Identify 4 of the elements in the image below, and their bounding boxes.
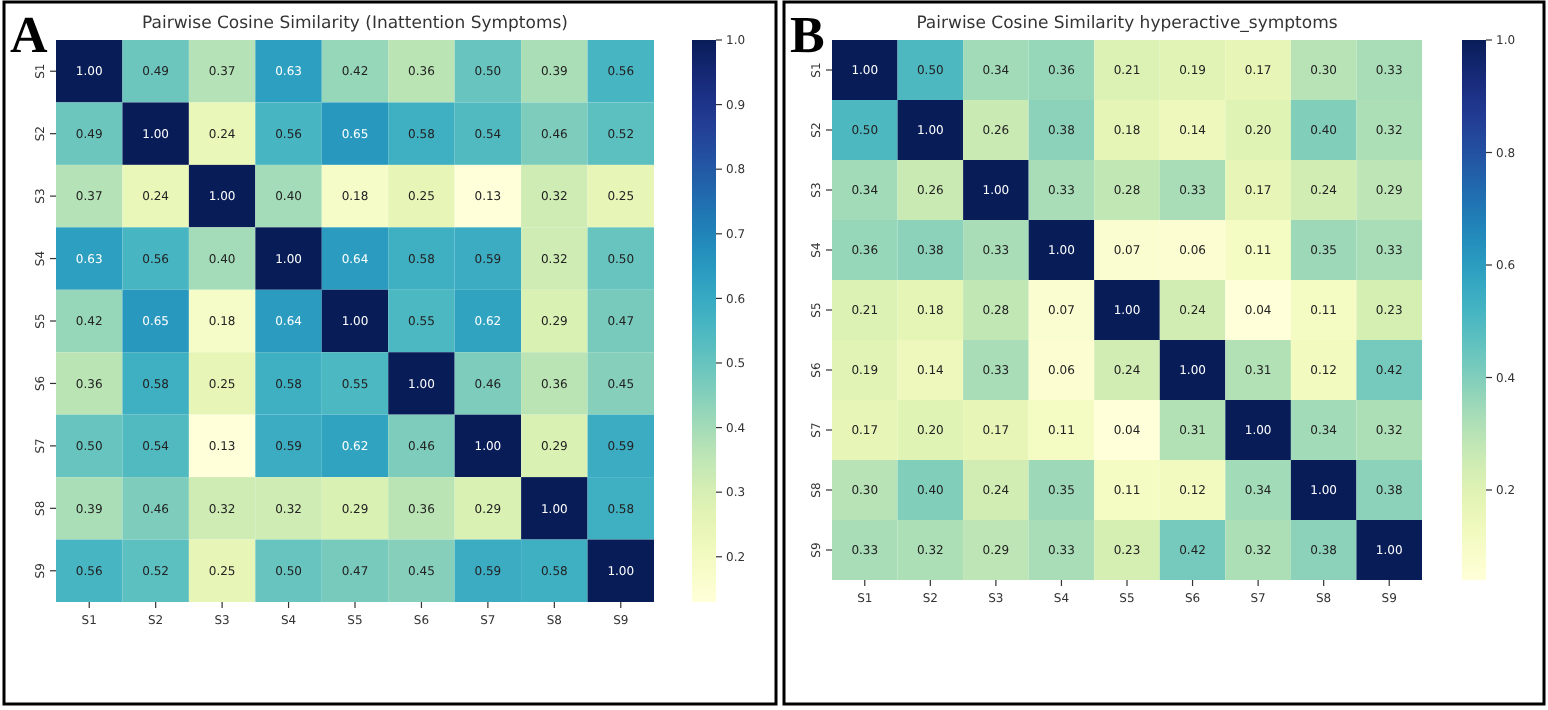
text: A (10, 6, 48, 64)
chart-title: Pairwise Cosine Similarity hyperactive_symptoms (916, 14, 1339, 34)
chart-title: Pairwise Cosine Similarity (Inattention Symptoms) (142, 14, 568, 34)
text: B (790, 6, 825, 64)
